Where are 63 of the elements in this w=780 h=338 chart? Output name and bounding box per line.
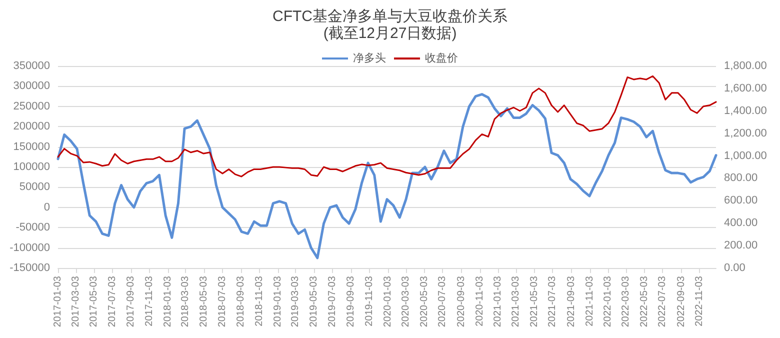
x-tick-label: 2022-05-03: [638, 276, 650, 328]
y-tick-label: 0: [44, 201, 50, 214]
x-tick-label: 2022-01-03: [602, 276, 614, 328]
y-tick-label: 250000: [13, 100, 50, 112]
y-tick-label: 300000: [13, 80, 50, 92]
x-tick-label: 2018-03-03: [180, 276, 192, 328]
y2-tick-label: 1,400.00: [724, 104, 767, 117]
x-tick-label: 2018-07-03: [217, 276, 228, 328]
x-tick-label: 2022-03-03: [620, 276, 632, 328]
x-tick-label: 2017-03-03: [70, 276, 82, 328]
x-tick-label: 2020-09-03: [456, 276, 467, 328]
y-tick-label: -150000: [10, 262, 50, 274]
y2-tick-label: 200.00: [724, 240, 758, 252]
x-tick-label: 2020-05-03: [418, 276, 430, 328]
x-tick-label: 2019-03-03: [290, 276, 302, 328]
x-tick-label: 2020-01-03: [382, 276, 394, 328]
chart-title: CFTC基金净多单与大豆收盘价关系: [272, 8, 508, 25]
x-tick-label: 2021-01-03: [492, 276, 504, 328]
x-tick-label: 2020-03-03: [400, 276, 412, 328]
x-tick-label: 2018-01-03: [162, 276, 174, 328]
x-tick-label: 2018-09-03: [236, 276, 247, 328]
x-tick-label: 2022-11-03: [694, 276, 706, 326]
x-tick-label: 2017-07-03: [107, 276, 118, 328]
x-tick-label: 2021-05-03: [528, 276, 540, 328]
x-tick-label: 2020-07-03: [437, 276, 448, 328]
y-tick-label: 50000: [19, 181, 50, 194]
x-tick-label: 2021-03-03: [510, 276, 522, 328]
x-tick-label: 2019-09-03: [346, 276, 357, 328]
x-tick-label: 2022-07-03: [657, 276, 668, 328]
y2-tick-label: 1,000.00: [724, 150, 767, 162]
chart-subtitle: (截至12月27日数据): [323, 25, 457, 42]
y-tick-label: 350000: [13, 60, 50, 72]
x-tick-label: 2019-01-03: [272, 276, 284, 328]
x-tick-label: 2017-01-03: [52, 276, 64, 328]
x-tick-label: 2022-09-03: [676, 276, 687, 328]
y-tick-label: -50000: [16, 222, 50, 234]
x-tick-label: 2018-11-03: [254, 276, 266, 326]
legend-label: 净多头: [353, 52, 386, 64]
y-tick-label: -100000: [10, 242, 50, 254]
x-tick-label: 2019-07-03: [326, 276, 338, 328]
legend-label: 收盘价: [425, 52, 458, 64]
y2-tick-label: 0.00: [724, 262, 746, 274]
y-tick-label: 100000: [13, 161, 50, 173]
y2-tick-label: 1,600.00: [724, 82, 767, 94]
x-tick-label: 2019-11-03: [364, 276, 376, 326]
x-tick-label: 2021-11-03: [584, 276, 596, 326]
x-tick-label: 2021-07-03: [547, 276, 558, 328]
y2-tick-label: 600.00: [724, 194, 758, 207]
line-series: [56, 93, 718, 260]
y-tick-label: 200000: [13, 120, 50, 133]
x-tick-label: 2018-05-03: [198, 276, 210, 328]
y2-tick-label: 400.00: [724, 217, 758, 230]
x-tick-label: 2017-11-03: [144, 276, 156, 326]
y2-tick-label: 1,800.00: [724, 60, 767, 72]
y2-tick-label: 800.00: [724, 172, 758, 184]
x-tick-label: 2017-09-03: [126, 276, 137, 328]
x-tick-label: 2017-05-03: [88, 276, 100, 328]
x-tick-label: 2020-11-03: [474, 276, 486, 326]
line-series: [57, 75, 717, 178]
y2-tick-label: 1,200.00: [724, 127, 767, 140]
y-tick-label: 150000: [13, 140, 50, 153]
x-tick-label: 2021-09-03: [566, 276, 577, 328]
x-tick-label: 2019-05-03: [308, 276, 320, 328]
